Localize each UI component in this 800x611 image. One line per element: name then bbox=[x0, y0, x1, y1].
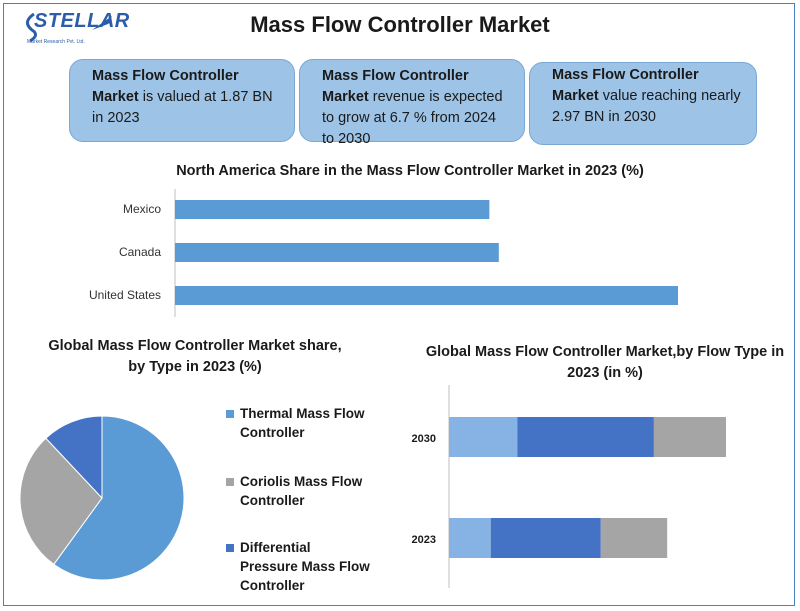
pie-slice-1 bbox=[53, 415, 185, 581]
legend-item: Coriolis Mass Flow Controller bbox=[226, 472, 370, 510]
bar-segment-2030-3 bbox=[653, 417, 726, 457]
pie-slice-3 bbox=[45, 415, 103, 500]
chart-title-by-type: Global Mass Flow Controller Market share… bbox=[48, 338, 342, 375]
card-bold: Mass Flow Controller Market bbox=[552, 67, 699, 104]
card-text: is valued at 1.87 BN in 2023 bbox=[92, 89, 273, 126]
info-card-valuation: Mass Flow Controller Market is valued at… bbox=[69, 59, 295, 142]
y-tick-label: 2030 bbox=[412, 433, 436, 445]
legend-item: Differential Pressure Mass Flow Controll… bbox=[226, 538, 370, 595]
info-card-growth: Mass Flow Controller Market revenue is e… bbox=[299, 59, 525, 147]
bar-mexico bbox=[175, 200, 490, 219]
stellar-logo: STELLAR Market Research Pvt. Ltd. bbox=[20, 8, 129, 50]
flow-type-stacked-bar-chart: 2030 2023 bbox=[412, 385, 726, 588]
bar-segment-2023-2 bbox=[490, 518, 601, 558]
card-bold: Mass Flow Controller Market bbox=[322, 68, 469, 105]
chart-title-north-america: North America Share in the Mass Flow Con… bbox=[176, 163, 644, 179]
logo-subtitle: Market Research Pvt. Ltd. bbox=[27, 39, 85, 45]
info-card-forecast: Mass Flow Controller Market value reachi… bbox=[529, 62, 757, 145]
bar-segment-2030-2 bbox=[517, 417, 654, 457]
page-title: Mass Flow Controller Market bbox=[250, 12, 550, 37]
card-bold: Mass Flow Controller Market bbox=[92, 68, 239, 105]
y-tick-label: 2023 bbox=[412, 534, 436, 546]
north-america-bar-chart: Mexico Canada United States bbox=[89, 189, 678, 317]
page-frame bbox=[3, 3, 795, 606]
legend-swatch bbox=[226, 478, 234, 486]
bar-segment-2023-1 bbox=[449, 518, 491, 558]
bar-united-states bbox=[175, 286, 678, 305]
chart-title-by-flow-type: Global Mass Flow Controller Market,by Fl… bbox=[425, 344, 785, 381]
type-pie-chart bbox=[19, 415, 185, 581]
legend-label: Coriolis Mass Flow Controller bbox=[240, 474, 363, 508]
logo-swoosh-icon bbox=[26, 12, 112, 43]
legend-swatch bbox=[226, 410, 234, 418]
card-text: revenue is expected to grow at 6.7 % fro… bbox=[322, 89, 503, 147]
bar-canada bbox=[175, 243, 499, 262]
y-tick-label: Mexico bbox=[123, 202, 161, 216]
bar-segment-2023-3 bbox=[600, 518, 668, 558]
legend-label: Thermal Mass Flow Controller bbox=[240, 406, 365, 440]
bar-segment-2030-1 bbox=[449, 417, 518, 457]
card-text: value reaching nearly 2.97 BN in 2030 bbox=[552, 88, 741, 125]
logo-text: STELLAR bbox=[34, 10, 130, 32]
y-tick-label: United States bbox=[89, 288, 161, 302]
legend-swatch bbox=[226, 544, 234, 552]
legend-label: Differential Pressure Mass Flow Controll… bbox=[240, 540, 370, 593]
y-tick-label: Canada bbox=[119, 245, 161, 259]
legend-item: Thermal Mass Flow Controller bbox=[226, 404, 370, 442]
pie-slice-2 bbox=[19, 437, 103, 566]
